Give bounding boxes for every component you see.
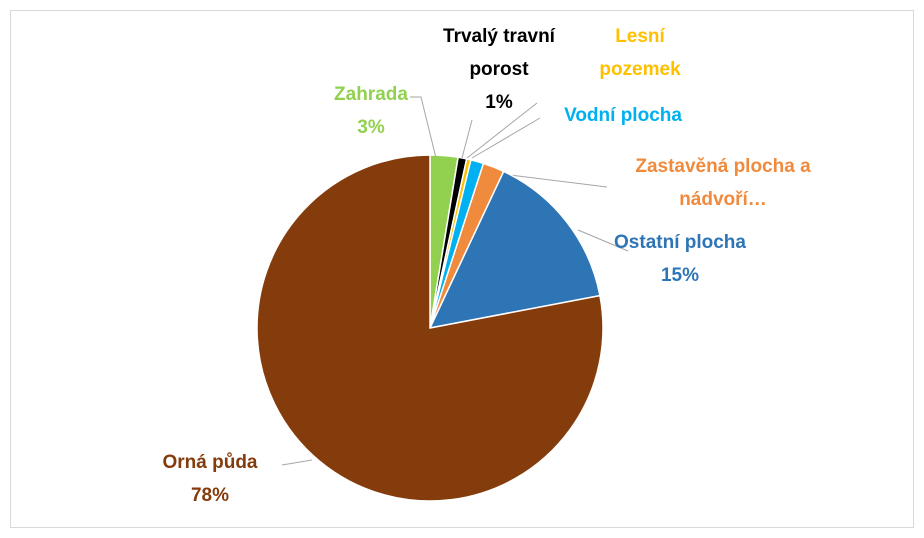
slice-label: Vodní plocha <box>564 105 682 126</box>
pie-slice <box>428 170 601 330</box>
leader-line <box>410 96 437 159</box>
slice-value-label: 1% <box>485 92 513 113</box>
pie-slice <box>256 154 604 502</box>
slice-value-label: 3% <box>357 117 385 138</box>
slice-label: Trvalý travní porost <box>443 26 555 80</box>
slice-label: Orná půda <box>162 452 258 473</box>
slice-label: Zahrada <box>334 84 408 105</box>
slice-label: Lesní pozemek <box>599 26 681 80</box>
leader-line <box>461 119 473 159</box>
slice-value-label: 15% <box>660 265 700 286</box>
slice-value-label: 78% <box>190 485 230 506</box>
slice-label: Zastavěná plocha a nádvoří… <box>635 156 811 210</box>
leader-line <box>577 229 629 252</box>
leader-line <box>501 173 608 188</box>
slice-label: Ostatní plocha <box>614 232 746 253</box>
leader-line <box>471 117 541 159</box>
leader-line <box>466 102 538 159</box>
leader-line <box>281 459 313 466</box>
